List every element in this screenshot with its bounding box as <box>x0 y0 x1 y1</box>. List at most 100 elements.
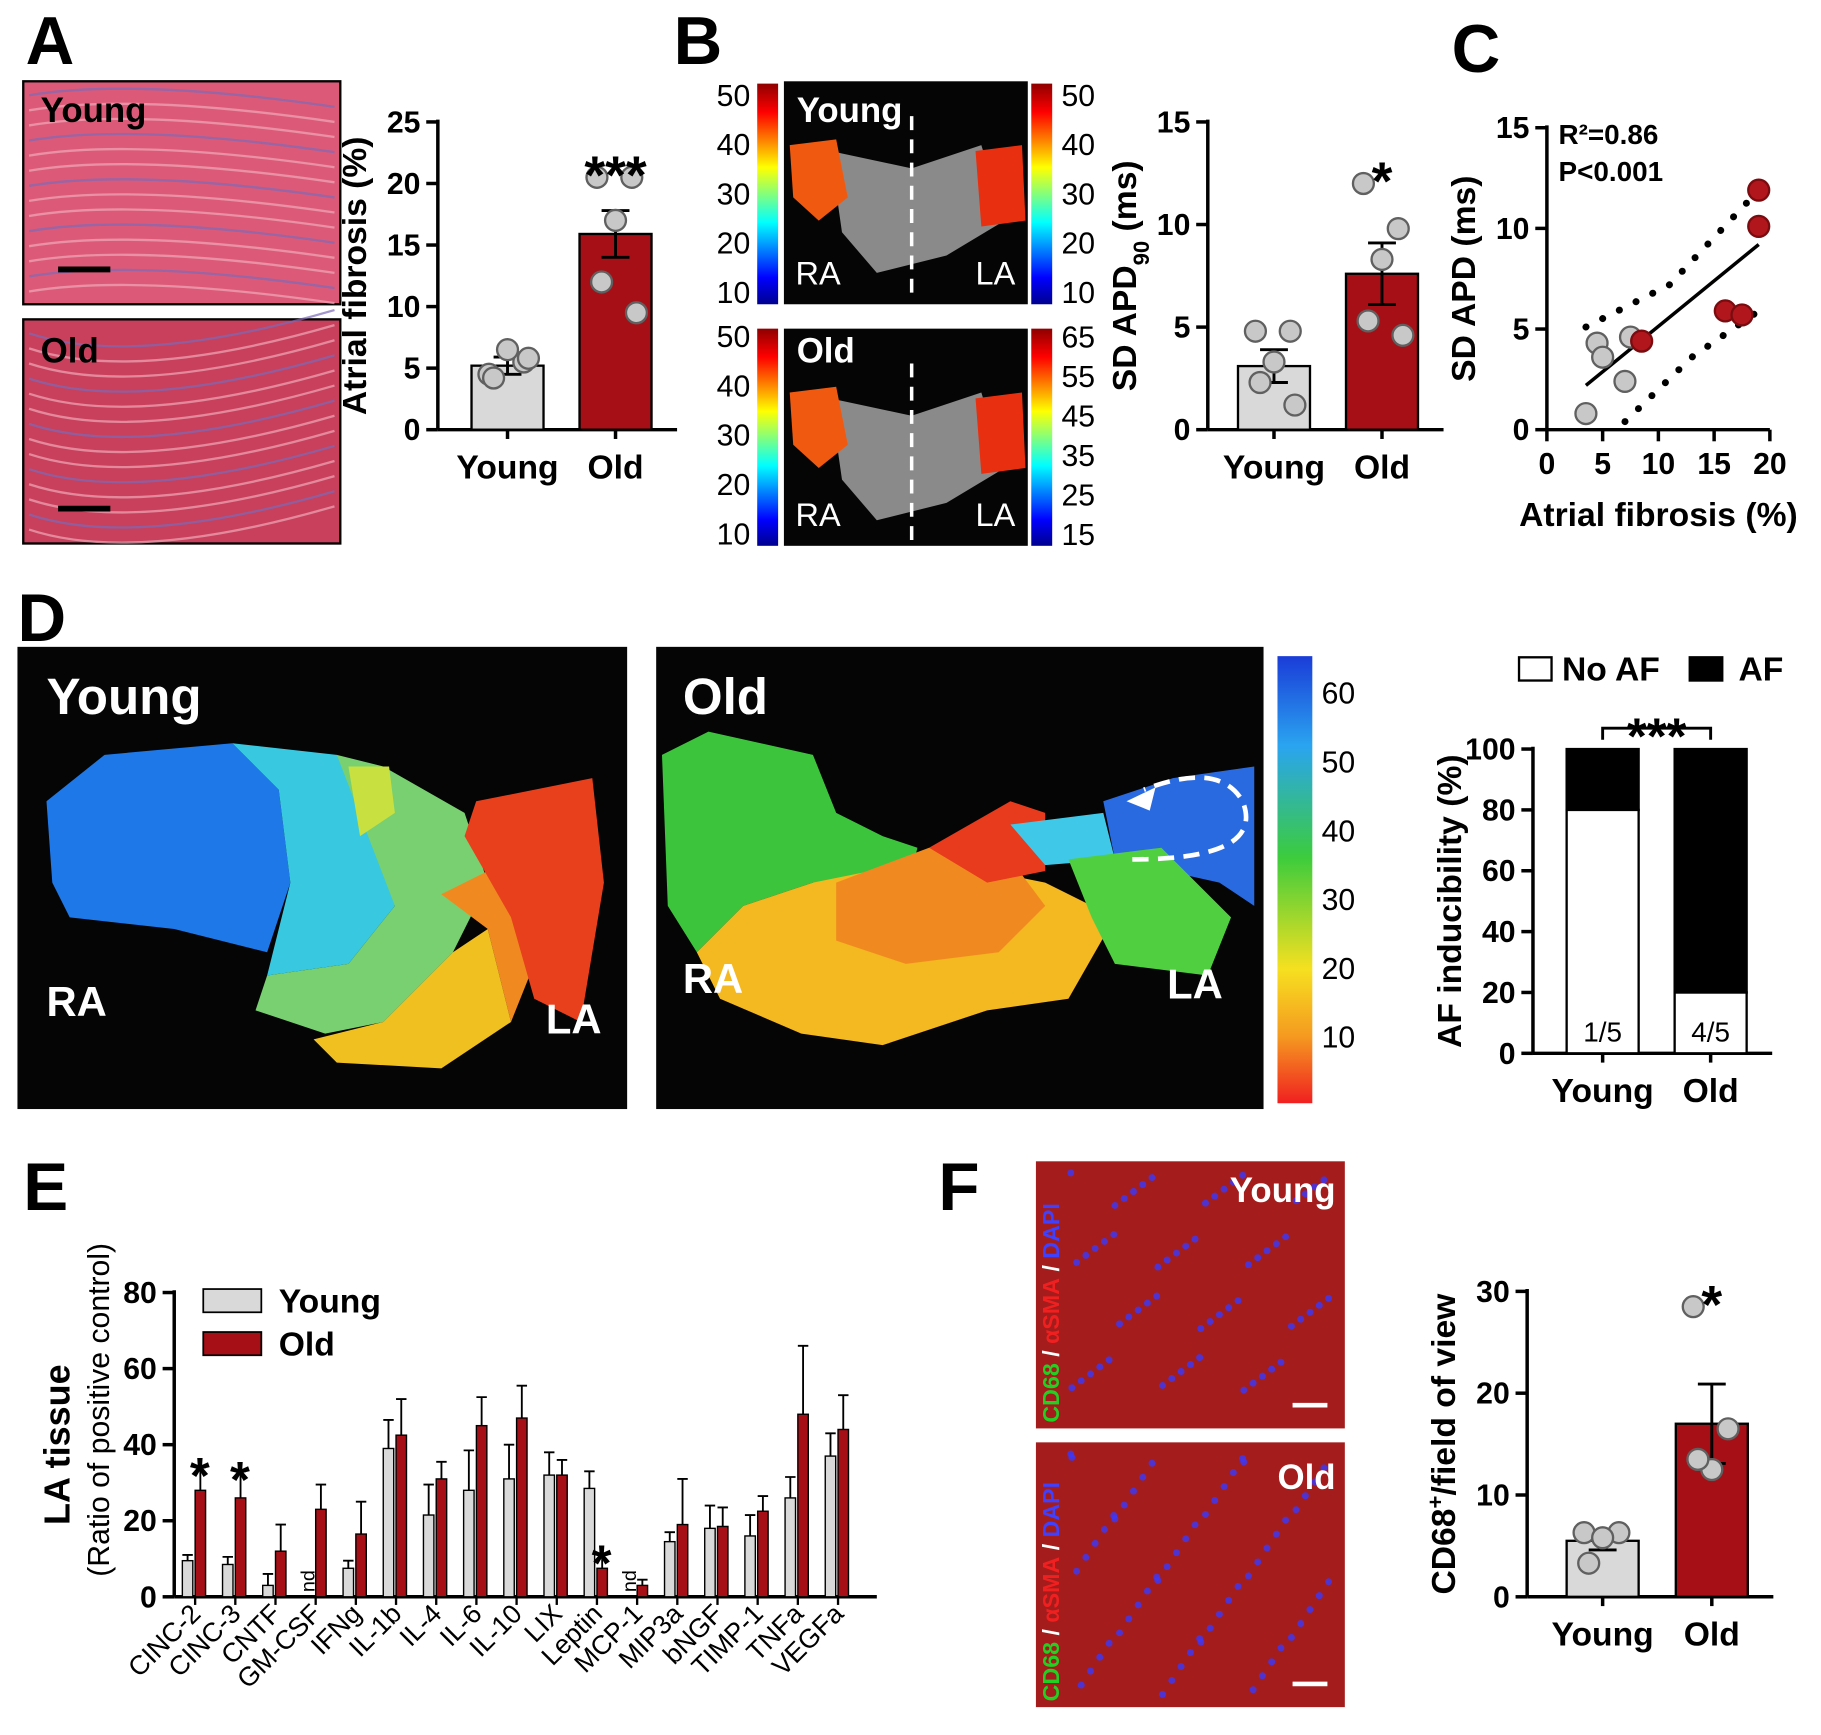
panel-letter: C <box>1452 12 1501 87</box>
image-label: Old <box>41 331 99 370</box>
tissue-fiber <box>28 253 335 275</box>
significance-marker: *** <box>1627 708 1687 765</box>
panel-letter: B <box>674 4 723 79</box>
y-tick-label: 0 <box>1174 414 1191 447</box>
significance-marker: *** <box>584 147 647 206</box>
bar <box>636 1584 649 1598</box>
significance-marker: * <box>592 1535 612 1592</box>
colorbar-tick-label: 50 <box>717 321 751 354</box>
bar <box>221 1563 234 1598</box>
error-bar <box>355 1500 367 1535</box>
nucleus <box>1096 1363 1104 1371</box>
nucleus <box>1120 1194 1128 1202</box>
arrow-head <box>1126 787 1156 811</box>
error-bar <box>383 1419 394 1449</box>
colorbar-tick-label: 20 <box>717 228 751 261</box>
tissue-fiber <box>28 147 335 169</box>
stain-label-part: DAPI <box>1038 1203 1064 1258</box>
image-region <box>313 929 512 1069</box>
x-tick-label: 20 <box>1753 448 1787 481</box>
colorbar <box>757 328 779 546</box>
nucleus <box>1220 1185 1228 1193</box>
error-bar <box>797 1344 809 1415</box>
nucleus <box>1154 1577 1162 1585</box>
immunostain-image <box>1035 1161 1345 1429</box>
tissue-fiber <box>28 102 335 124</box>
colorbar-tick-label: 55 <box>1061 361 1095 394</box>
x-tick-label: 5 <box>1594 448 1611 481</box>
y-tick-label: 5 <box>1513 313 1530 346</box>
image-label: LA <box>976 497 1016 533</box>
error-bar <box>476 1396 487 1426</box>
image-region <box>1010 812 1115 866</box>
nucleus <box>1206 1318 1214 1326</box>
y-axis-label-part: (ms) <box>1107 160 1144 240</box>
nucleus <box>1249 1686 1257 1694</box>
image-label: Young <box>41 91 147 130</box>
nucleus <box>1129 1487 1137 1495</box>
nucleus <box>1320 1176 1328 1184</box>
y-tick-label: 10 <box>1476 1479 1510 1512</box>
tissue-fiber <box>28 163 335 184</box>
error-bar <box>757 1495 769 1512</box>
nucleus <box>1263 1544 1271 1552</box>
confidence-band <box>1621 307 1763 426</box>
colorbar-tick-label: 10 <box>1061 277 1095 310</box>
bar <box>274 1550 287 1598</box>
y-tick-label: 0 <box>140 1581 157 1614</box>
nucleus <box>1306 1606 1314 1614</box>
nucleus <box>1168 1374 1176 1382</box>
value-label: nd <box>298 1570 320 1592</box>
nucleus <box>1091 1539 1099 1547</box>
data-point <box>1686 1447 1710 1471</box>
data-point <box>585 165 609 189</box>
stain-label: CD68 / αSMA / DAPI <box>1038 1482 1064 1701</box>
colorbar-tick-label: 40 <box>1061 129 1095 162</box>
colorbar-tick-label: 65 <box>1061 321 1095 354</box>
x-tick-label: Old <box>587 449 643 486</box>
image-region <box>464 778 604 1022</box>
y-tick-label: 40 <box>1482 916 1516 949</box>
stain-label-part: CD68 <box>1038 1363 1064 1422</box>
tissue-fiber <box>28 308 335 348</box>
nucleus <box>1073 1567 1081 1575</box>
y-tick-label: 5 <box>404 353 421 386</box>
nucleus <box>1143 1299 1151 1307</box>
data-point <box>1747 178 1771 202</box>
panel-letter: F <box>938 1150 979 1225</box>
nucleus <box>1168 1676 1176 1684</box>
bar <box>663 1540 676 1598</box>
error-bar <box>423 1483 434 1516</box>
nucleus <box>1186 1361 1194 1369</box>
y-tick-label: 10 <box>1496 213 1530 246</box>
nucleus <box>1229 1178 1237 1186</box>
bar <box>234 1497 247 1598</box>
y-axis-sublabel: (Ratio of positive control) <box>83 1243 116 1577</box>
y-tick-label: 80 <box>123 1277 157 1310</box>
tissue-fiber <box>28 268 335 290</box>
image-region <box>661 731 918 953</box>
tissue-fiber <box>28 178 335 199</box>
stain-label-part: / <box>1038 1623 1064 1642</box>
x-tick-label: 10 <box>1642 448 1676 481</box>
y-tick-label: 20 <box>387 168 421 201</box>
data-point <box>1351 171 1376 196</box>
nucleus <box>1068 1384 1076 1392</box>
nucleus <box>1244 1261 1252 1269</box>
nucleus <box>1120 1501 1128 1509</box>
nucleus <box>1211 1192 1219 1200</box>
colorbar-tick-label: 15 <box>1061 519 1095 552</box>
data-point <box>1591 345 1615 369</box>
colorbar-tick-label: 30 <box>717 178 751 211</box>
colorbar-tick-label: 30 <box>717 420 751 453</box>
nucleus <box>1325 1578 1333 1586</box>
error-bar <box>677 1477 688 1525</box>
nucleus <box>1143 1587 1151 1595</box>
nucleus <box>1277 1358 1285 1366</box>
panel-letter: E <box>23 1150 68 1225</box>
data-point <box>481 366 506 390</box>
nucleus <box>1134 1601 1142 1609</box>
nucleus <box>1125 1313 1133 1321</box>
error-bar <box>396 1398 407 1436</box>
